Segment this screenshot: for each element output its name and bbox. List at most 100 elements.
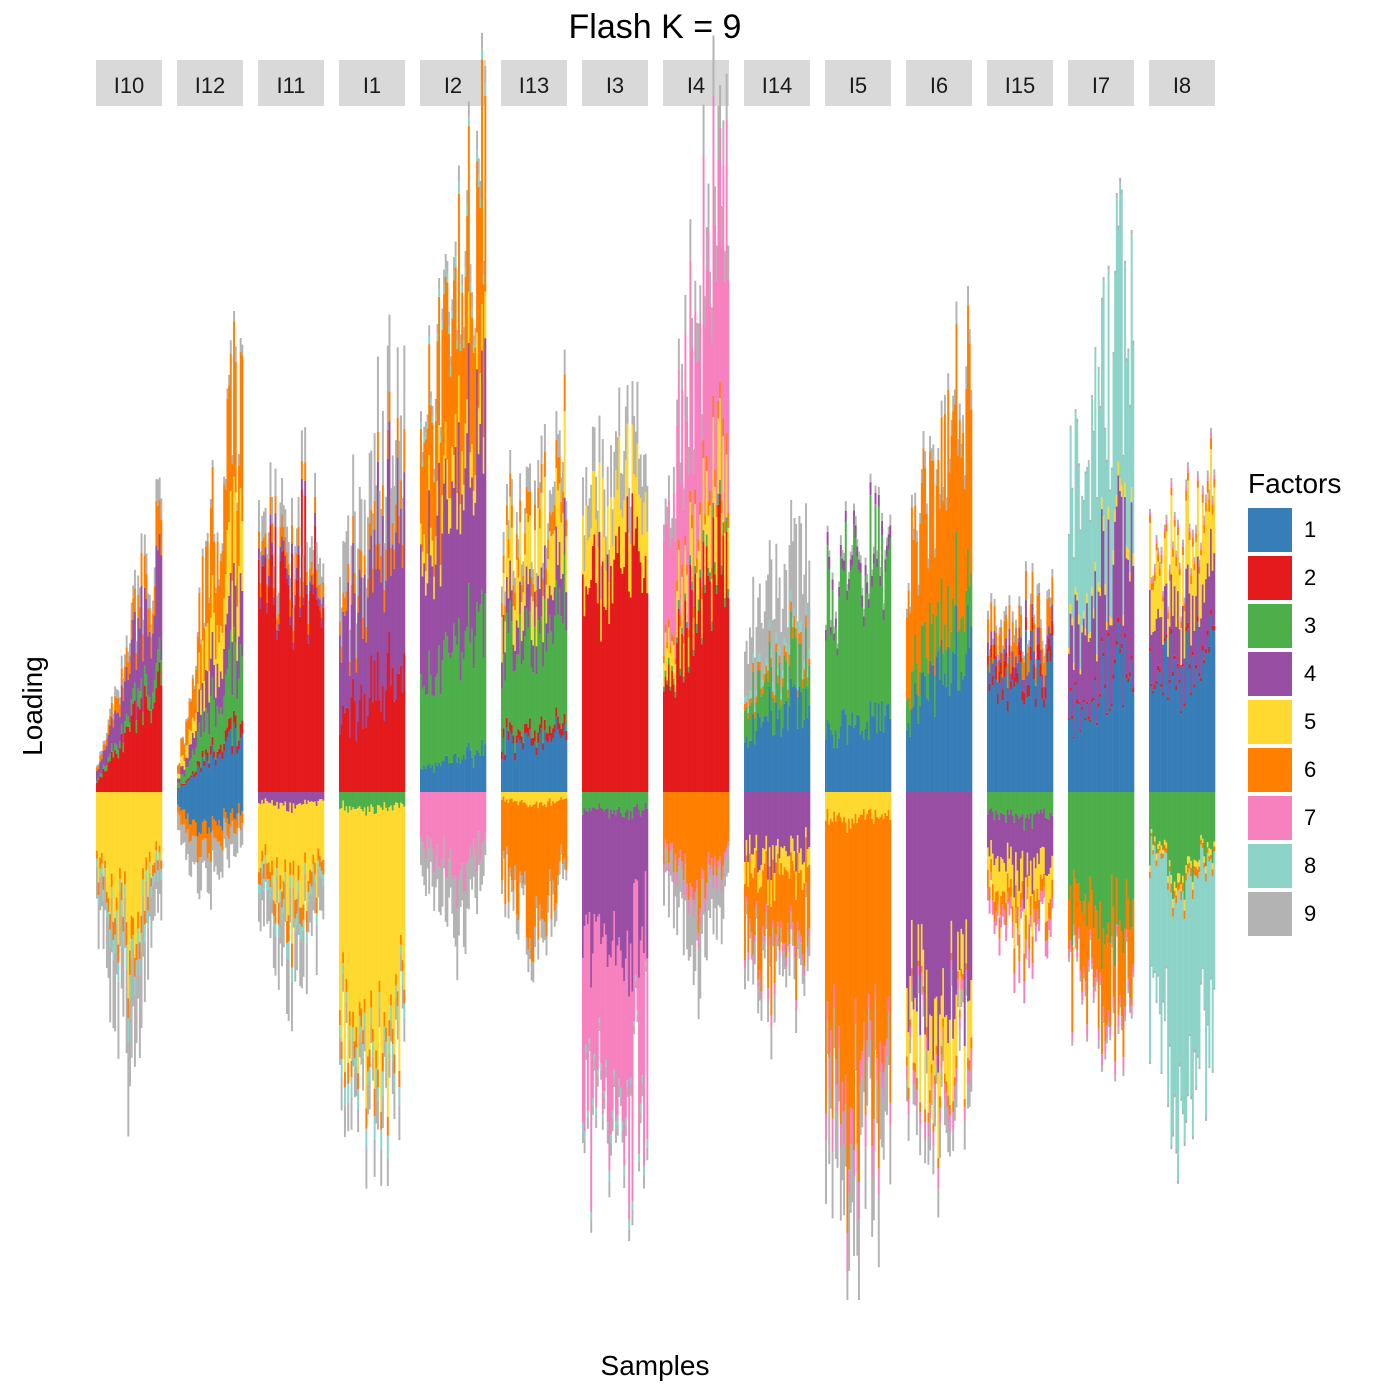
- loading-segment-factor-5: [1077, 614, 1080, 625]
- facet-panel-I5: I5: [825, 60, 892, 1300]
- loading-segment-factor-9: [537, 459, 540, 488]
- sample-bar: [502, 532, 505, 859]
- sample-bar: [798, 515, 801, 959]
- loading-segment-factor-6: [372, 568, 374, 593]
- loading-segment-factor-7: [666, 523, 669, 642]
- loading-segment-factor-9: [805, 886, 807, 898]
- loading-segment-factor-4: [510, 590, 513, 622]
- loading-segment-factor-9: [1074, 943, 1077, 949]
- loading-segment-factor-6: [200, 644, 203, 691]
- sample-bar: [188, 698, 191, 876]
- loading-segment-factor-1: [522, 749, 525, 792]
- loading-segment-factor-3: [667, 657, 670, 665]
- loading-segment-factor-4: [1048, 626, 1050, 639]
- loading-segment-factor-5: [467, 291, 470, 343]
- loading-segment-factor-4: [322, 792, 325, 801]
- loading-segment-factor-7: [747, 952, 750, 960]
- loading-segment-factor-9: [1029, 593, 1032, 604]
- loading-segment-factor-9: [727, 846, 730, 873]
- loading-segment-factor-6: [793, 616, 796, 628]
- loading-segment-factor-6: [348, 661, 351, 677]
- loading-segment-factor-9: [1076, 957, 1079, 962]
- loading-segment-factor-6: [129, 655, 131, 674]
- loading-segment-factor-5: [133, 792, 136, 958]
- loading-segment-factor-9: [965, 366, 968, 389]
- loading-segment-factor-6: [1034, 901, 1037, 927]
- sample-bar: [841, 549, 844, 1181]
- loading-segment-factor-6: [864, 819, 867, 1115]
- loading-segment-factor-4: [181, 765, 184, 775]
- loading-segment-factor-4: [226, 613, 229, 669]
- loading-segment-factor-3: [679, 668, 682, 676]
- loading-segment-factor-2: [996, 693, 999, 705]
- loading-segment-factor-8: [267, 879, 270, 890]
- loading-segment-factor-5: [185, 745, 188, 758]
- loading-segment-factor-6: [309, 568, 312, 582]
- loading-segment-factor-6: [987, 869, 989, 889]
- loading-segment-factor-5: [725, 454, 728, 518]
- loading-segment-factor-9: [129, 1001, 131, 1087]
- loading-segment-factor-6: [671, 792, 674, 843]
- loading-segment-factor-5: [605, 570, 608, 611]
- loading-segment-factor-9: [155, 478, 158, 501]
- loading-segment-factor-6: [271, 523, 274, 543]
- loading-segment-factor-6: [919, 1102, 922, 1113]
- loading-segment-factor-9: [831, 572, 834, 580]
- loading-segment-factor-3: [590, 792, 593, 811]
- loading-segment-factor-9: [231, 454, 234, 464]
- sample-bar: [1011, 611, 1014, 939]
- loading-segment-factor-8: [302, 919, 305, 932]
- loading-segment-factor-9: [271, 885, 274, 914]
- sample-bar: [555, 411, 558, 922]
- loading-segment-factor-3: [786, 697, 789, 731]
- sample-bar: [181, 736, 184, 844]
- loading-segment-factor-1: [180, 792, 183, 811]
- loading-segment-factor-3: [1069, 792, 1072, 887]
- loading-segment-factor-6: [314, 862, 317, 875]
- loading-segment-factor-6: [281, 514, 284, 537]
- loading-segment-factor-6: [914, 505, 917, 635]
- loading-segment-factor-8: [793, 607, 796, 617]
- loading-segment-factor-8: [339, 1025, 341, 1038]
- loading-segment-factor-5: [137, 792, 140, 912]
- loading-segment-factor-9: [431, 849, 434, 887]
- loading-segment-factor-6: [522, 802, 525, 884]
- loading-segment-factor-4: [967, 792, 969, 1002]
- loading-segment-factor-7: [582, 958, 584, 1123]
- loading-segment-factor-7: [694, 310, 697, 490]
- loading-segment-factor-9: [854, 1024, 857, 1071]
- loading-segment-factor-8: [748, 690, 751, 699]
- loading-segment-factor-2: [1016, 672, 1019, 684]
- sample-bar: [322, 563, 325, 920]
- loading-segment-factor-2: [613, 559, 616, 792]
- loading-segment-factor-4: [1031, 603, 1034, 617]
- loading-segment-factor-9: [720, 891, 723, 945]
- loading-segment-factor-5: [548, 792, 551, 799]
- loading-segment-factor-9: [219, 846, 222, 872]
- loading-segment-factor-6: [773, 695, 776, 703]
- loading-segment-factor-9: [798, 938, 801, 959]
- loading-segment-factor-2: [122, 752, 125, 792]
- loading-segment-factor-1: [206, 792, 209, 835]
- loading-segment-factor-6: [669, 792, 672, 844]
- loading-segment-factor-1: [233, 722, 236, 792]
- loading-segment-factor-6: [702, 792, 705, 871]
- loading-segment-factor-5: [420, 523, 422, 545]
- loading-segment-factor-9: [472, 335, 475, 346]
- loading-segment-factor-9: [714, 186, 717, 225]
- loading-segment-factor-3: [462, 659, 465, 755]
- loading-segment-factor-4: [373, 529, 376, 661]
- loading-segment-factor-6: [261, 850, 264, 862]
- loading-segment-factor-6: [727, 792, 730, 842]
- loading-segment-factor-4: [259, 597, 262, 609]
- loading-segment-factor-6: [1003, 621, 1006, 649]
- loading-segment-factor-7: [469, 792, 472, 846]
- loading-segment-factor-2: [224, 730, 227, 741]
- loading-segment-factor-2: [216, 751, 219, 759]
- loading-segment-factor-1: [507, 740, 510, 792]
- loading-segment-factor-6: [696, 792, 698, 881]
- sample-bar: [927, 558, 930, 1165]
- loading-segment-factor-4: [378, 569, 381, 701]
- loading-segment-factor-2: [347, 708, 350, 792]
- sample-bar: [542, 562, 545, 943]
